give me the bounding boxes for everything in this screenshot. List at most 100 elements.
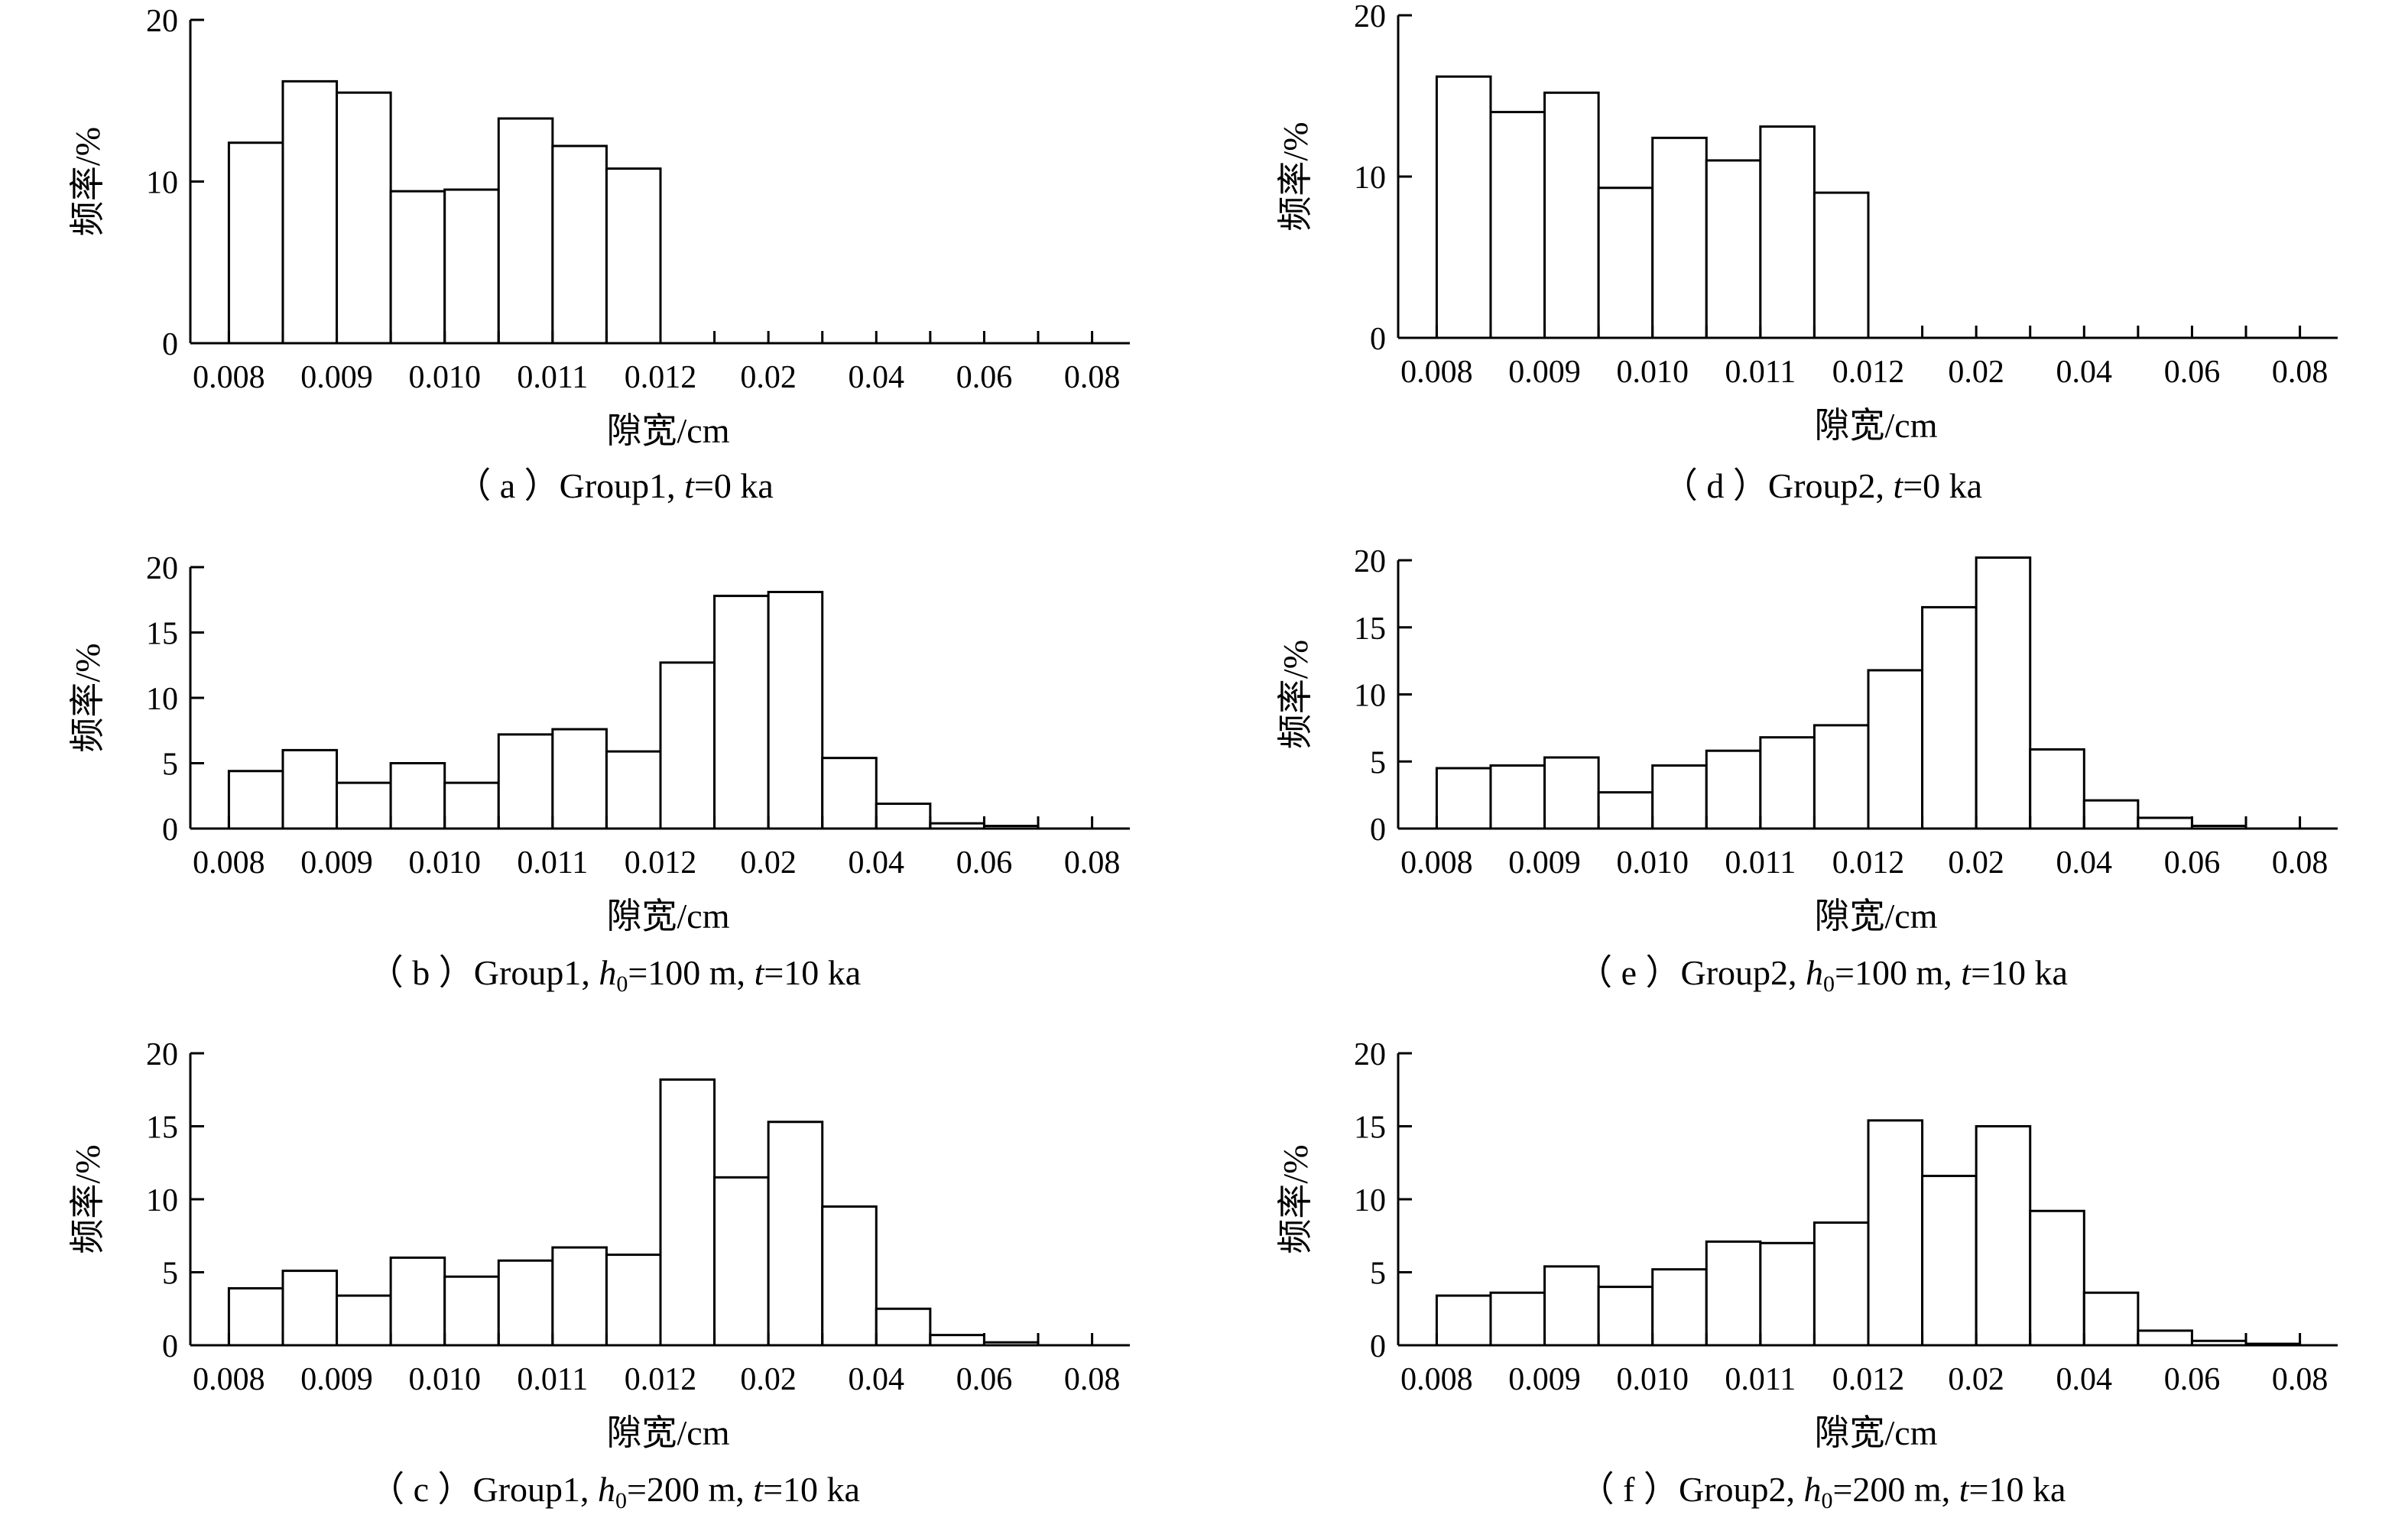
- caption-part: t: [755, 953, 765, 992]
- histogram-bar: [389, 1256, 446, 1347]
- caption-part: t: [1893, 466, 1903, 505]
- y-axis-label: 频率/%: [1276, 122, 1315, 231]
- y-tick-label: 20: [1354, 1037, 1386, 1072]
- y-tick-label: 15: [146, 1111, 178, 1146]
- y-tick-label: 5: [1370, 745, 1386, 780]
- histogram-bar: [713, 595, 770, 830]
- caption-part: 0: [615, 1488, 627, 1513]
- caption-part: =10 ka: [763, 1470, 860, 1509]
- x-tick-label: 0.08: [1064, 360, 1121, 395]
- caption-part: =10 ka: [1969, 1470, 2066, 1509]
- histogram-bar: [821, 1205, 878, 1347]
- histogram-bar: [389, 190, 446, 345]
- histogram-bar: [767, 590, 824, 830]
- x-tick-label: 0.008: [1400, 1362, 1473, 1397]
- histogram-bar: [929, 1334, 985, 1347]
- x-tick-label: 0.04: [2056, 355, 2113, 390]
- x-tick-label: 0.06: [2164, 355, 2221, 390]
- caption-part: t: [1961, 953, 1972, 992]
- x-tick-label: 0.009: [1508, 1362, 1581, 1397]
- histogram-bar: [2137, 816, 2193, 830]
- histogram-bar: [605, 750, 662, 830]
- x-tick-label: 0.02: [740, 1362, 797, 1397]
- histogram-bar: [713, 1176, 770, 1347]
- histogram-bar: [1435, 767, 1492, 830]
- y-tick-label: 0: [1370, 813, 1386, 848]
- x-tick-label: 0.012: [1832, 1362, 1905, 1397]
- histogram-bar: [1489, 1291, 1546, 1347]
- histogram-bar: [551, 144, 608, 345]
- x-tick-label: 0.08: [2272, 355, 2328, 390]
- x-axis-label: 隙宽/cm: [607, 897, 730, 936]
- x-tick-label: 0.009: [1508, 845, 1581, 881]
- panel-d: 0 10 20 0.008 0.009 0.010 0.011 0.012 0.02 0.04 0.…: [1276, 0, 2338, 505]
- panel-caption: （ e ）Group2, h0=100 m, t=10 ka: [1577, 953, 2068, 997]
- x-tick-label: 0.06: [2164, 845, 2221, 881]
- histogram-bar: [497, 117, 554, 345]
- caption-text: （ f ）Group2,: [1579, 1470, 1804, 1509]
- y-tick-label: 20: [146, 4, 178, 39]
- histogram-bar: [2029, 1209, 2085, 1347]
- histogram-bar: [1543, 756, 1600, 830]
- y-tick-label: 0: [1370, 322, 1386, 357]
- panel-caption: （ c ）Group1, h0=200 m, t=10 ka: [369, 1470, 860, 1513]
- caption-part: t: [1959, 1470, 1970, 1509]
- caption-text: （ e ）Group2,: [1577, 953, 1806, 992]
- x-axis-label: 隙宽/cm: [607, 411, 730, 450]
- caption-part: =10 ka: [764, 953, 861, 992]
- x-axis-label: 隙宽/cm: [1815, 1413, 1938, 1452]
- histogram-bar: [1759, 1241, 1816, 1347]
- histogram-bar: [1543, 91, 1600, 339]
- caption-part: 0: [1823, 971, 1835, 997]
- x-tick-label: 0.02: [740, 845, 797, 881]
- histogram-bar: [767, 1121, 824, 1347]
- x-tick-label: 0.04: [849, 1362, 905, 1397]
- histogram-bar: [227, 770, 284, 830]
- histogram-bar: [2029, 748, 2085, 830]
- histogram-bar: [1867, 1119, 1924, 1347]
- caption-part: =0 ka: [694, 466, 774, 505]
- x-tick-label: 0.06: [2164, 1362, 2221, 1397]
- x-tick-label: 0.010: [1616, 355, 1689, 390]
- histogram-bar: [605, 1254, 662, 1347]
- histogram-bar: [1651, 1268, 1708, 1347]
- histogram-bar: [1705, 1240, 1762, 1347]
- histogram-bar: [336, 91, 392, 345]
- x-tick-label: 0.06: [956, 845, 1013, 881]
- x-tick-label: 0.008: [193, 360, 265, 395]
- x-tick-label: 0.011: [1725, 355, 1796, 390]
- x-tick-label: 0.011: [1725, 1362, 1796, 1397]
- x-tick-label: 0.012: [625, 845, 697, 881]
- x-tick-label: 0.012: [625, 1362, 697, 1397]
- histogram-bar: [1705, 749, 1762, 830]
- x-tick-label: 0.06: [956, 1362, 1013, 1397]
- x-tick-label: 0.008: [1400, 845, 1473, 881]
- histogram-bar: [1812, 724, 1870, 830]
- y-tick-label: 5: [162, 748, 178, 783]
- histogram-bar: [1975, 556, 2032, 830]
- x-tick-label: 0.04: [849, 845, 905, 881]
- y-tick-label: 5: [162, 1257, 178, 1292]
- caption-part: 0: [616, 971, 628, 997]
- histogram-bar: [443, 1275, 500, 1347]
- histogram-bar: [1651, 764, 1708, 830]
- caption-part: =10 ka: [1971, 953, 2068, 992]
- x-tick-label: 0.010: [408, 360, 481, 395]
- panel-b: 0 5 10 15 20 0.008 0.009 0.010 0.011 0.012 0.02 0.0…: [68, 551, 1130, 997]
- x-tick-label: 0.008: [193, 845, 265, 881]
- x-tick-label: 0.012: [1832, 845, 1905, 881]
- panel-c: 0 5 10 15 20 0.008 0.009 0.010 0.011 0.012 0.02 0.0…: [68, 1037, 1130, 1513]
- caption-part: h: [1803, 1470, 1821, 1509]
- panel-a: 0 10 20 0.008 0.009 0.010 0.011 0.012 0.02 0.04 0.…: [68, 4, 1130, 505]
- x-axis-label: 隙宽/cm: [1815, 406, 1938, 445]
- panel-caption: （ d ）Group2, t=0 ka: [1663, 466, 1982, 505]
- x-tick-label: 0.04: [849, 360, 905, 395]
- x-tick-label: 0.009: [300, 1362, 373, 1397]
- x-tick-label: 0.08: [2272, 1362, 2328, 1397]
- caption-text: （ c ）Group1,: [369, 1470, 598, 1509]
- panel-caption: （ a ）Group1, t=0 ka: [456, 466, 774, 505]
- y-tick-label: 10: [1354, 1183, 1386, 1218]
- histogram-bar: [875, 1307, 932, 1347]
- x-tick-label: 0.010: [408, 845, 481, 881]
- histogram-bar: [551, 728, 608, 830]
